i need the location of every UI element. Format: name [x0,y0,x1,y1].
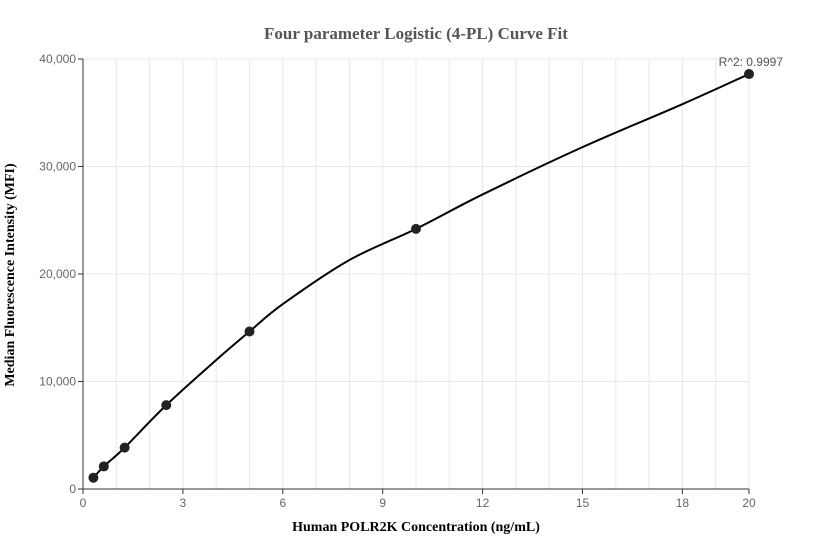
data-point [161,400,172,411]
x-tick-label: 3 [180,496,187,510]
x-tick-label: 9 [379,496,386,510]
y-axis-label: Median Fluorescence Intensity (MFI) [3,163,18,387]
fit-curve-layer [92,73,750,479]
y-ticks: 0 10,000 20,000 30,000 40,000 [39,52,83,496]
y-tick-label: 0 [69,482,76,496]
x-ticks: 0 3 6 9 12 15 18 20 [80,489,756,510]
x-tick-label: 12 [476,496,490,510]
data-point [744,69,754,80]
x-tick-label: 6 [279,496,286,510]
data-point [88,472,99,483]
x-tick-label: 20 [742,496,756,510]
gridlines [82,58,750,490]
x-tick-label: 0 [80,496,87,510]
y-tick-label: 40,000 [39,52,76,66]
data-point [119,442,130,453]
data-point [244,326,255,337]
y-tick-label: 20,000 [39,267,76,281]
y-tick-label: 10,000 [39,375,76,389]
r-squared-annotation: R^2: 0.9997 [719,55,784,69]
x-axis-label: Human POLR2K Concentration (ng/mL) [292,520,540,535]
x-tick-label: 15 [576,496,590,510]
x-tick-label: 18 [676,496,690,510]
y-tick-label: 30,000 [39,160,76,174]
data-point [411,223,421,234]
chart-title: Four parameter Logistic (4-PL) Curve Fit [264,24,568,43]
data-points-layer [88,69,754,483]
data-point [98,461,109,472]
fit-curve-line [92,73,750,479]
